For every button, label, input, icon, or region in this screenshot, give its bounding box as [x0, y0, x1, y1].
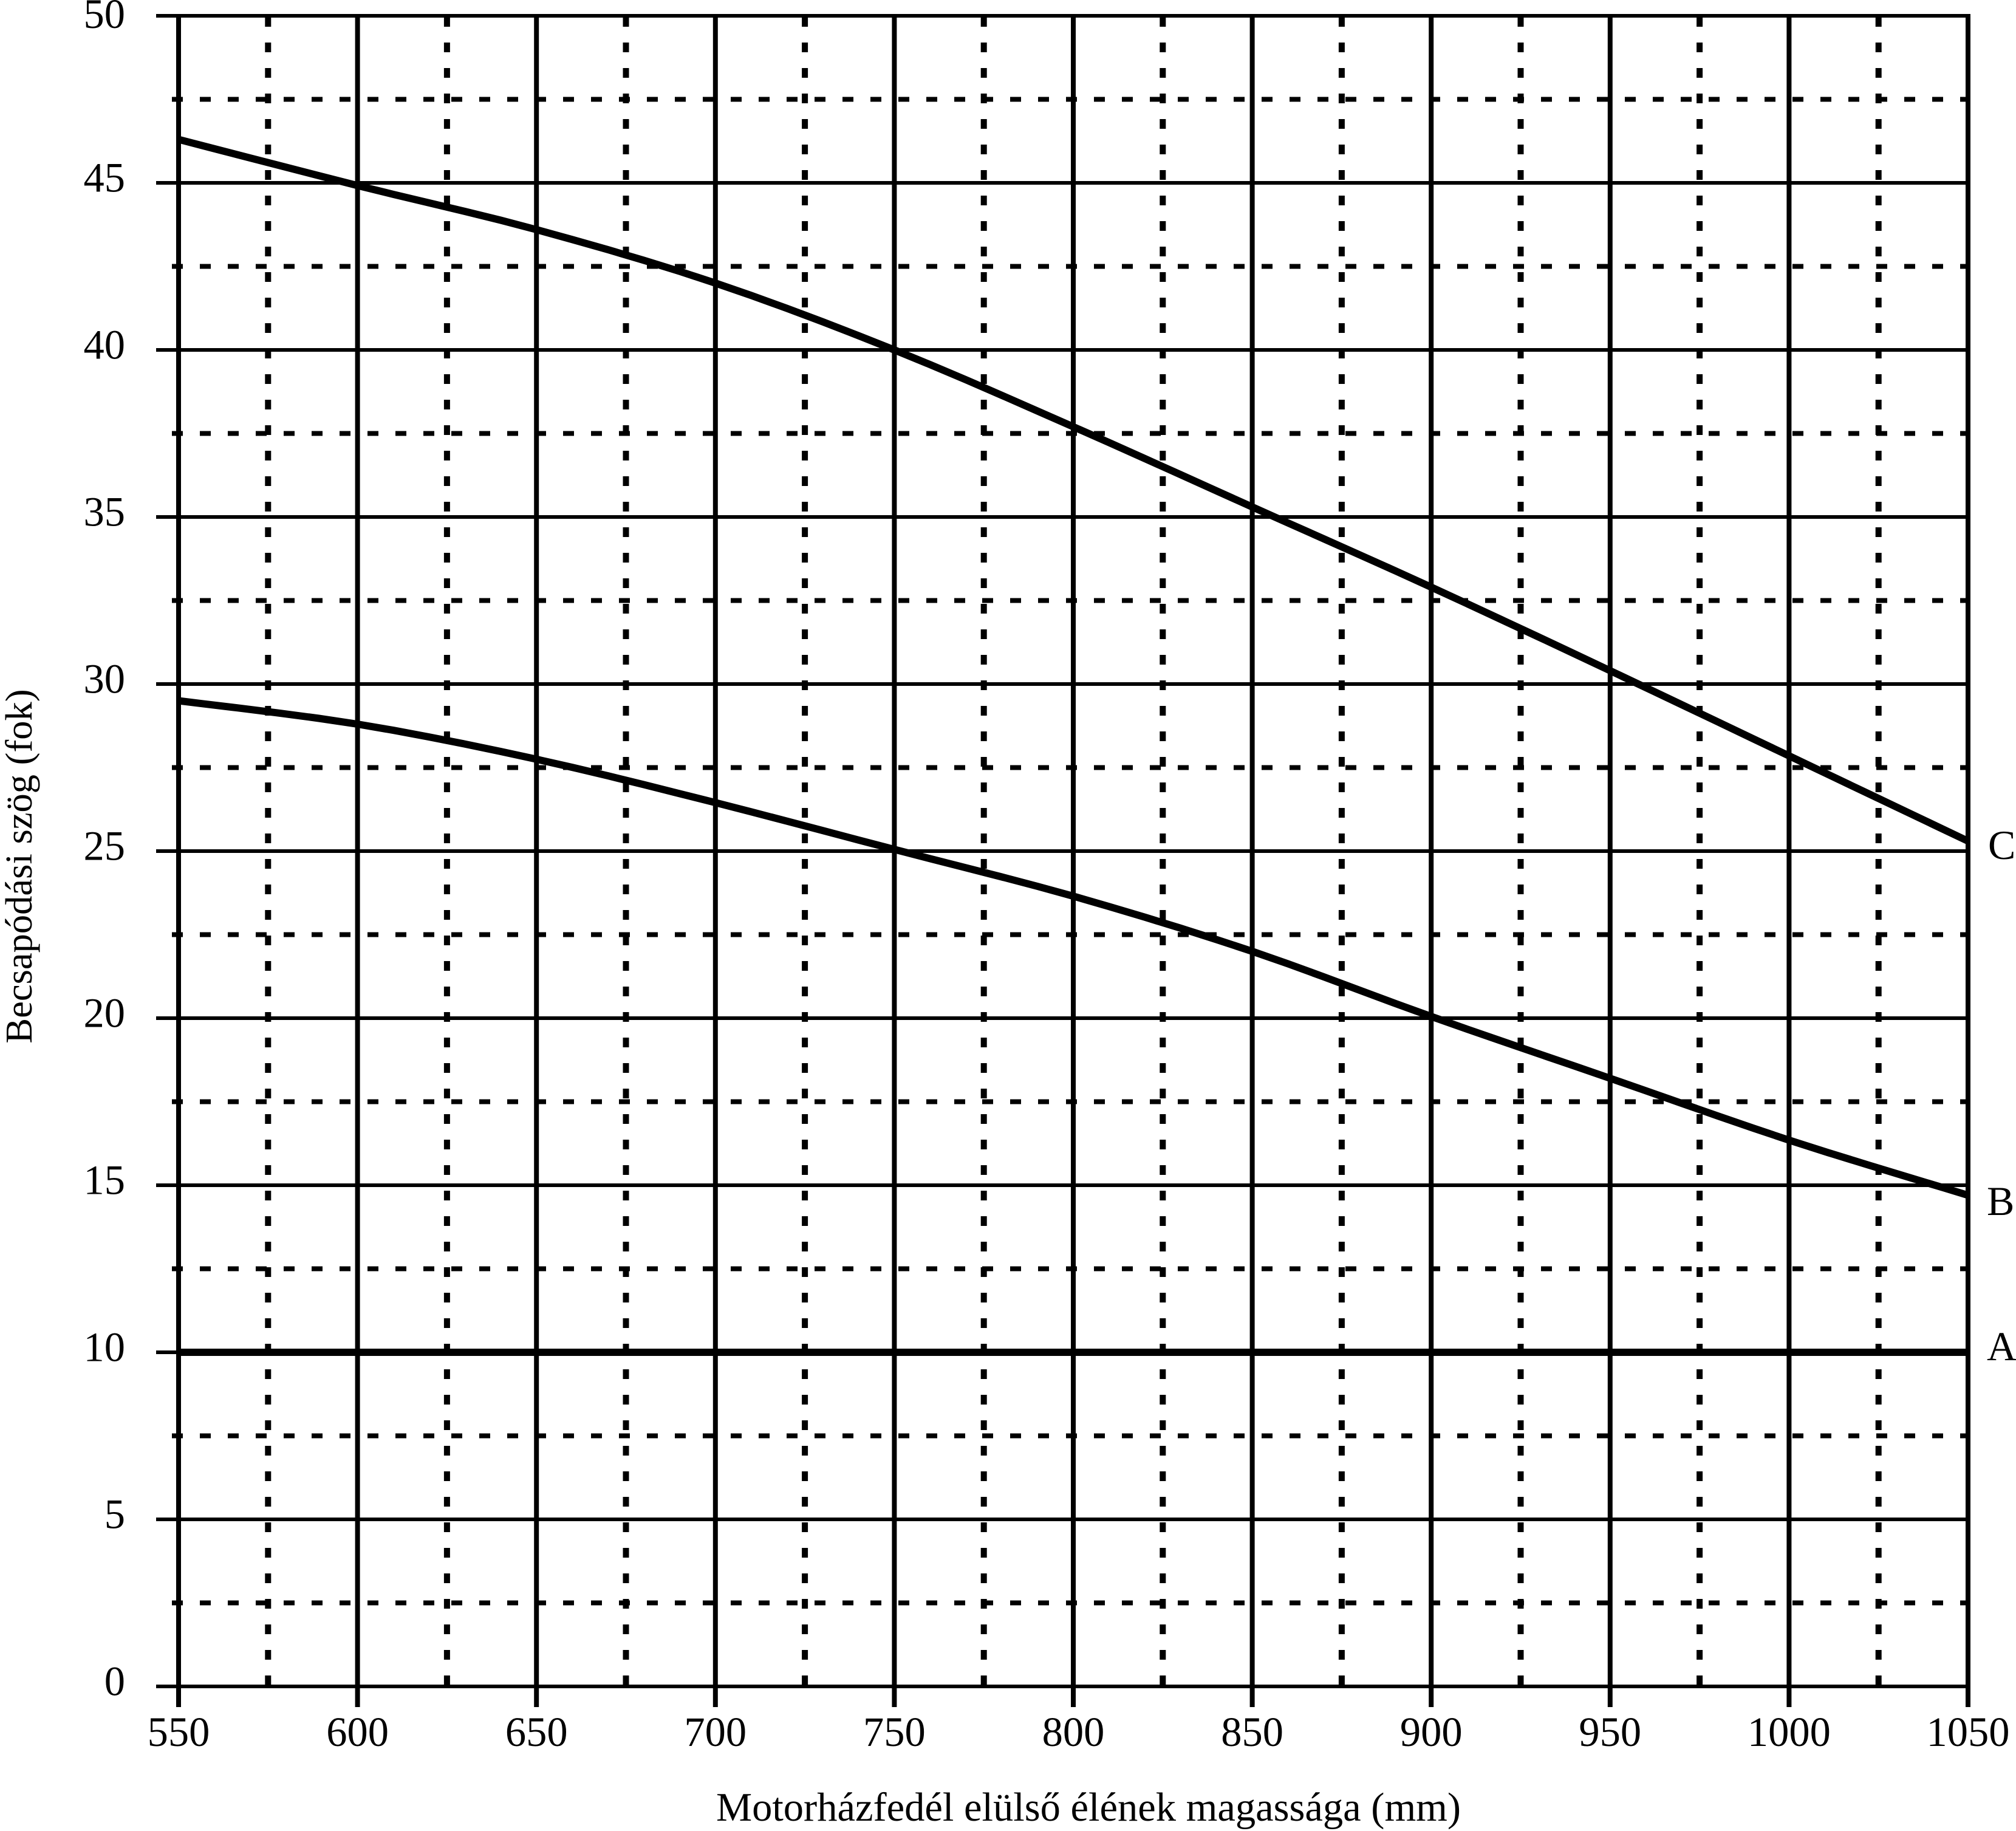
svg-text:40: 40: [84, 322, 126, 368]
svg-text:850: 850: [1221, 1709, 1283, 1755]
svg-text:25: 25: [84, 823, 126, 869]
svg-text:45: 45: [84, 155, 126, 201]
svg-text:900: 900: [1400, 1709, 1463, 1755]
svg-text:550: 550: [148, 1709, 210, 1755]
svg-text:650: 650: [505, 1709, 568, 1755]
svg-text:1000: 1000: [1748, 1709, 1831, 1755]
svg-text:950: 950: [1579, 1709, 1641, 1755]
svg-text:B: B: [1987, 1178, 2014, 1224]
svg-text:0: 0: [104, 1658, 125, 1705]
svg-text:800: 800: [1042, 1709, 1105, 1755]
svg-text:750: 750: [863, 1709, 926, 1755]
svg-text:35: 35: [84, 489, 126, 535]
svg-text:700: 700: [684, 1709, 747, 1755]
svg-text:A: A: [1987, 1323, 2016, 1369]
svg-text:30: 30: [84, 656, 126, 702]
svg-text:10: 10: [84, 1324, 126, 1371]
svg-text:C: C: [1988, 822, 2015, 868]
svg-text:Motorházfedél elülső élének ma: Motorházfedél elülső élének magassága (m…: [716, 1785, 1461, 1830]
svg-text:600: 600: [326, 1709, 389, 1755]
svg-text:20: 20: [84, 990, 126, 1036]
svg-text:5: 5: [104, 1491, 125, 1538]
svg-text:15: 15: [84, 1157, 126, 1203]
svg-text:1050: 1050: [1927, 1709, 2010, 1755]
svg-text:Becsapódási szög (fok): Becsapódási szög (fok): [0, 689, 40, 1043]
svg-text:50: 50: [84, 0, 126, 37]
